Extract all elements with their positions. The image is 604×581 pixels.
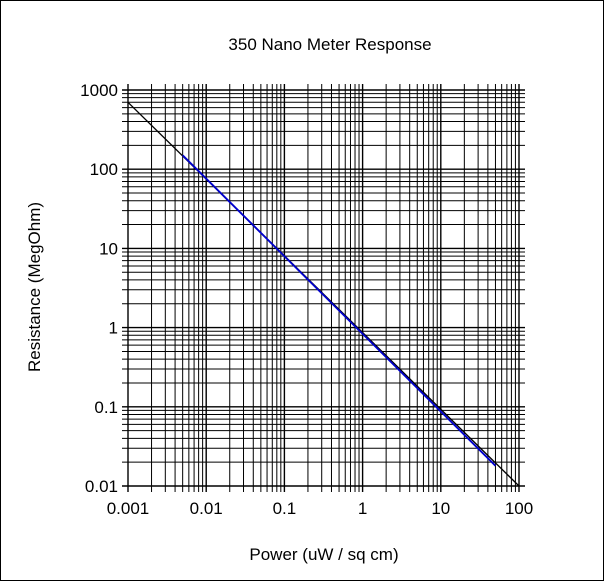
y-tick-label: 1 xyxy=(109,319,118,338)
y-tick-label: 10 xyxy=(99,239,118,258)
series-lines xyxy=(127,101,520,487)
x-axis-label: Power (uW / sq cm) xyxy=(249,545,398,564)
grid xyxy=(122,84,525,492)
y-tick-label: 1000 xyxy=(80,81,118,100)
x-tick-label: 100 xyxy=(505,499,533,518)
x-tick-label: 0.01 xyxy=(190,499,223,518)
x-tick-label: 10 xyxy=(431,499,450,518)
y-tick-label: 0.1 xyxy=(94,398,118,417)
tick-labels: 0.001 0.01 0.1 1 10 100 0.01 0.1 1 10 100 1000 xyxy=(80,81,533,518)
y-axis-label: Resistance (MegOhm) xyxy=(25,202,44,372)
x-tick-label: 1 xyxy=(358,499,367,518)
chart-title: 350 Nano Meter Response xyxy=(228,35,431,54)
series-line xyxy=(182,154,497,467)
x-tick-label: 0.001 xyxy=(107,499,150,518)
y-tick-label: 100 xyxy=(90,160,118,179)
x-tick-label: 0.1 xyxy=(273,499,297,518)
y-tick-label: 0.01 xyxy=(85,477,118,496)
